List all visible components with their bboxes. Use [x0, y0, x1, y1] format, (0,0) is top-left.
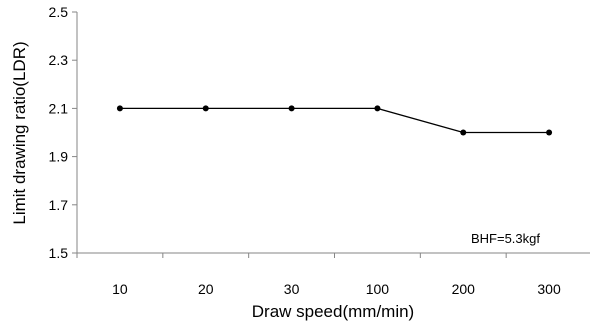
- y-tick-label: 2.5: [49, 4, 69, 20]
- data-point: [288, 105, 295, 112]
- y-tick-label: 2.3: [49, 52, 69, 68]
- x-axis-title: Draw speed(mm/min): [252, 302, 414, 321]
- x-tick-label: 100: [366, 281, 390, 297]
- y-tick-label: 1.9: [49, 149, 69, 165]
- series-line: [119, 107, 550, 134]
- x-axis: 10 20 30 100 200 300: [76, 253, 561, 297]
- data-point: [116, 105, 123, 112]
- data-point: [374, 105, 381, 112]
- data-point: [202, 105, 209, 112]
- x-tick-label: 30: [284, 281, 300, 297]
- y-tick-label: 1.5: [49, 245, 69, 261]
- y-tick-label: 2.1: [49, 100, 69, 116]
- series-layer: [116, 105, 553, 136]
- x-tick-label: 200: [452, 281, 476, 297]
- data-point: [460, 129, 467, 136]
- x-tick-label: 10: [112, 281, 128, 297]
- data-point: [546, 129, 553, 136]
- y-tick-label: 1.7: [49, 197, 69, 213]
- annotation-bhf: BHF=5.3kgf: [471, 231, 540, 246]
- y-axis: 1.5 1.7 1.9 2.1 2.3 2.5: [49, 4, 77, 261]
- x-tick-label: 20: [198, 281, 214, 297]
- x-tick-label: 300: [537, 281, 561, 297]
- y-axis-title: Limit drawing ratio(LDR): [10, 41, 29, 224]
